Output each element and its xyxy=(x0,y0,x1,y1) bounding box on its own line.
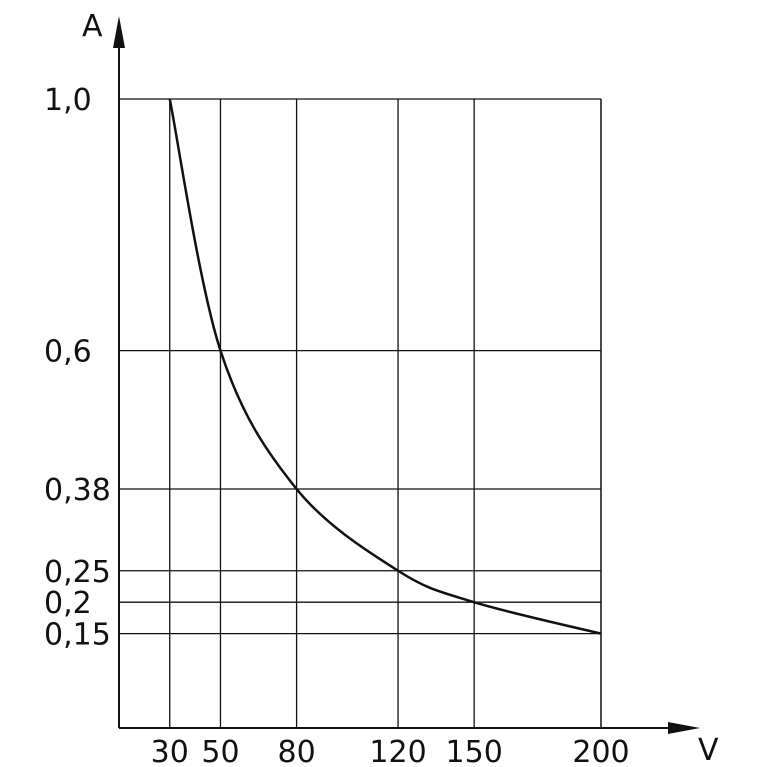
x-axis-arrow-icon xyxy=(668,722,700,734)
grid-lines xyxy=(119,98,602,728)
y-tick-label: 0,15 xyxy=(44,618,111,653)
x-tick-label: 30 xyxy=(151,735,189,767)
series-curve xyxy=(168,98,602,635)
y-tick-label: 0,6 xyxy=(44,335,92,370)
y-axis-arrow-icon xyxy=(113,16,125,48)
y-tick-label: 1,0 xyxy=(44,83,92,118)
x-axis-label: V xyxy=(698,733,719,767)
x-tick-label: 50 xyxy=(201,735,239,767)
tick-labels: 1,0 0,6 0,38 0,250,20,15 30 50 80 120 150 200 xyxy=(44,83,630,767)
y-tick-label: 0,2 xyxy=(44,586,92,621)
y-axis-label: A xyxy=(82,9,103,44)
x-tick-label: 200 xyxy=(572,735,629,767)
x-tick-label: 120 xyxy=(369,735,426,767)
y-tick-label: 0,38 xyxy=(44,473,111,508)
x-tick-label: 150 xyxy=(446,735,503,767)
y-tick-label: 0,25 xyxy=(44,555,111,590)
axes xyxy=(113,16,700,734)
x-tick-label: 80 xyxy=(277,735,315,767)
